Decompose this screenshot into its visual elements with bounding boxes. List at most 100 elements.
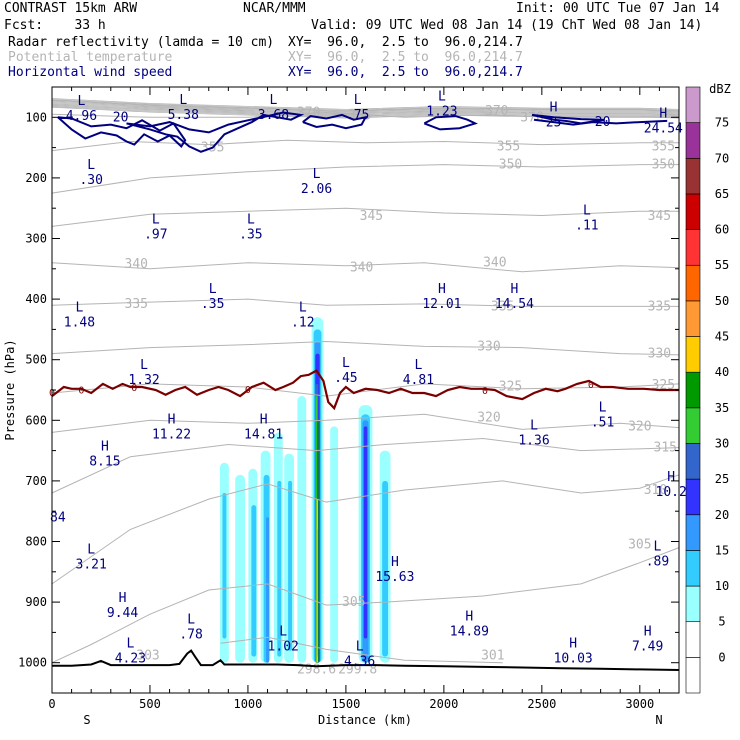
colorbar-swatch — [685, 193, 701, 230]
y-tick-label: 800 — [25, 535, 47, 549]
theta-label: 345 — [360, 209, 383, 224]
x-tick-label: 1500 — [331, 697, 360, 711]
extremum-marker: L — [356, 640, 364, 655]
field-theta-xy: XY= 96.0, 2.5 to 96.0,214.7 — [288, 50, 523, 65]
extremum-marker: L — [247, 212, 255, 227]
theta-label: 340 — [125, 257, 148, 272]
reflectivity-cell — [330, 426, 339, 663]
theta-contour — [51, 340, 680, 356]
reflectivity-cell — [222, 493, 227, 639]
extremum-marker: L — [654, 540, 662, 555]
y-tick-label: 100 — [25, 110, 47, 124]
y-tick-label: 900 — [25, 595, 47, 609]
colorbar-swatch — [685, 657, 701, 694]
colorbar-swatch — [685, 478, 701, 516]
y-tick-label: 500 — [25, 353, 47, 367]
theta-label: 310 — [644, 483, 667, 498]
colorbar-swatch — [685, 122, 701, 159]
extremum-value: .51 — [591, 415, 614, 430]
colorbar-swatch — [685, 86, 701, 123]
colorbar-swatch — [685, 264, 701, 302]
reflectivity-cell — [235, 474, 245, 663]
theta-contour — [51, 262, 680, 273]
extremum-marker: L — [77, 94, 85, 109]
extremum-value: 11.22 — [152, 427, 191, 442]
extremum-marker: L — [342, 356, 350, 371]
extremum-value: 1.02 — [268, 639, 299, 654]
freezing-level-label: 0 — [131, 383, 137, 394]
extremum-value: 24.54 — [644, 121, 683, 136]
theta-label: 330 — [648, 347, 671, 362]
extremum-marker: L — [269, 93, 277, 108]
extremum-marker: L — [87, 543, 95, 558]
theta-label: 335 — [125, 297, 148, 312]
extremum-value: 12.01 — [422, 297, 461, 312]
reflectivity-cell — [363, 426, 368, 639]
extremum-marker: L — [414, 358, 422, 373]
theta-contour — [51, 164, 679, 194]
theta-label: 340 — [483, 256, 506, 271]
extremum-value: 10.2 — [656, 485, 687, 500]
theta-label: 355 — [652, 139, 675, 154]
extremum-marker: L — [179, 93, 187, 108]
extremum-value: .78 — [179, 627, 202, 642]
extremum-value: .35 — [201, 297, 224, 312]
extremum-marker: H — [667, 470, 675, 485]
theta-contour — [51, 474, 680, 585]
extremum-value: 8.15 — [89, 455, 120, 470]
model-title: CONTRAST 15km ARW — [4, 1, 138, 16]
colorbar-title: dBZ — [709, 82, 731, 96]
extremum-marker: H — [550, 100, 558, 115]
extremum-marker: H — [569, 637, 577, 652]
colorbar-swatch — [685, 300, 701, 337]
extremum-value: 3.21 — [76, 558, 107, 573]
theta-label: 299.8 — [338, 662, 377, 677]
reflectivity-cell — [251, 505, 257, 657]
field-reflectivity-name: Radar reflectivity (lamda = 10 cm) — [8, 35, 275, 50]
x-axis-right-end-label: N — [655, 713, 662, 727]
theta-contour — [51, 413, 680, 433]
extremum-value: 1.23 — [426, 104, 457, 119]
colorbar-label: 50 — [715, 294, 729, 308]
reflectivity-cell — [288, 480, 293, 651]
colorbar-swatch — [685, 157, 701, 195]
extremum-value: 1.48 — [64, 315, 95, 330]
colorbar-label: 20 — [715, 508, 729, 522]
theta-label: 370 — [520, 110, 543, 125]
colorbar-label: 75 — [715, 116, 729, 130]
colorbar-label: 70 — [715, 151, 729, 165]
theta-contour — [51, 207, 679, 227]
colorbar-label: 40 — [715, 365, 729, 379]
colorbar-swatch — [685, 336, 701, 373]
extremum-value: 25 — [546, 115, 562, 130]
extremum-value: 7.49 — [632, 639, 663, 654]
wind-contour — [423, 115, 478, 131]
reflectivity-layer — [220, 317, 391, 663]
theta-contour-tropopause — [51, 102, 680, 114]
extremum-value: .30 — [79, 173, 102, 188]
colorbar-label: 25 — [715, 472, 729, 486]
theta-contour — [51, 547, 680, 664]
theta-label: 355 — [497, 139, 520, 154]
theta-contour-tropopause — [51, 100, 680, 112]
extremum-marker: H — [510, 282, 518, 297]
extremum-marker: L — [279, 624, 287, 639]
theta-label: 335 — [491, 299, 514, 314]
contour-value-label: 20 — [113, 110, 129, 125]
theta-label: 345 — [648, 209, 671, 224]
extremum-marker: L — [583, 203, 591, 218]
theta-contour-tropopause — [51, 104, 680, 117]
extremum-value: 1.32 — [128, 373, 159, 388]
extremum-marker: L — [299, 300, 307, 315]
extremum-value: 3.68 — [258, 108, 289, 123]
extremum-value: .75 — [346, 108, 369, 123]
extremum-value: 4.23 — [115, 652, 146, 667]
colorbar-label: 5 — [718, 615, 725, 629]
extremum-value: .11 — [575, 218, 598, 233]
freezing-level-line — [51, 369, 679, 411]
theta-label: 305 — [342, 595, 365, 610]
freezing-level-label: 0 — [588, 380, 594, 391]
theta-contour — [220, 636, 503, 664]
